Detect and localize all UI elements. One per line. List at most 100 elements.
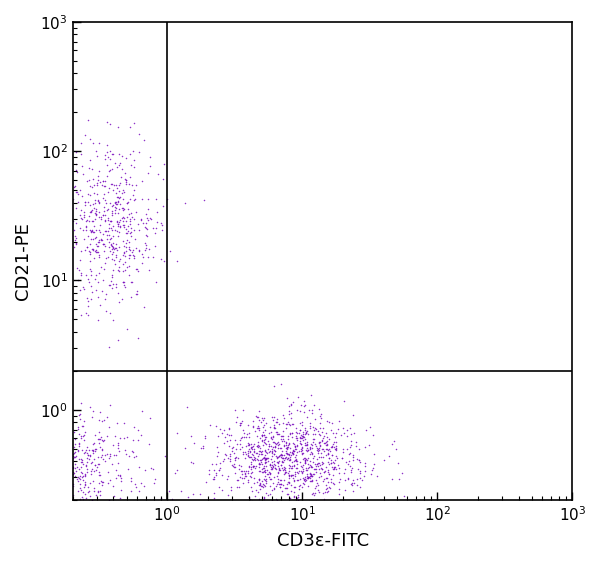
Point xyxy=(67,495,76,504)
Point xyxy=(250,478,259,487)
Point xyxy=(40,463,50,472)
Point xyxy=(76,138,86,147)
Point xyxy=(71,464,80,473)
Point xyxy=(77,310,86,319)
Point xyxy=(313,446,322,455)
Point xyxy=(30,450,40,459)
Point xyxy=(257,413,266,422)
Point xyxy=(260,421,269,430)
Point xyxy=(331,456,340,465)
Point xyxy=(317,464,327,473)
Point xyxy=(306,447,316,456)
Point xyxy=(38,511,47,520)
Point xyxy=(305,443,315,452)
Point xyxy=(139,482,149,491)
Point xyxy=(296,447,305,456)
Point xyxy=(83,482,93,491)
Point xyxy=(128,212,137,221)
Point xyxy=(88,440,98,449)
Point xyxy=(83,296,93,305)
Point xyxy=(62,475,72,484)
Point xyxy=(247,454,257,463)
Point xyxy=(283,432,293,441)
Point xyxy=(248,442,257,451)
Point xyxy=(125,215,134,224)
Point xyxy=(95,470,104,479)
Point xyxy=(13,487,22,496)
Point xyxy=(100,210,110,219)
Point xyxy=(21,444,31,453)
Point xyxy=(113,470,123,479)
Point xyxy=(302,445,311,454)
Point xyxy=(86,206,96,215)
Point xyxy=(295,406,305,415)
Point xyxy=(116,505,126,514)
Point xyxy=(269,423,278,432)
Point xyxy=(86,190,95,199)
Point xyxy=(107,179,117,188)
Point xyxy=(121,168,130,177)
Point xyxy=(222,474,232,483)
Point xyxy=(300,459,310,468)
Point xyxy=(110,205,120,214)
Point xyxy=(94,212,104,221)
Point xyxy=(106,240,116,249)
Point xyxy=(284,439,294,448)
Point xyxy=(289,448,298,457)
Point xyxy=(47,470,57,479)
Point xyxy=(266,442,275,451)
Point xyxy=(56,451,66,460)
Point xyxy=(262,477,271,486)
Point xyxy=(14,455,23,464)
Point xyxy=(199,195,209,204)
Point xyxy=(301,440,311,449)
Point xyxy=(86,234,96,243)
Point xyxy=(43,465,52,474)
Point xyxy=(349,500,358,509)
Point xyxy=(121,179,131,188)
Point xyxy=(315,469,325,478)
Point xyxy=(348,476,358,485)
Point xyxy=(47,444,57,453)
Point xyxy=(103,468,113,477)
Point xyxy=(104,223,114,232)
Point xyxy=(369,460,379,469)
Point xyxy=(287,461,296,470)
Point xyxy=(349,479,358,488)
Point xyxy=(65,462,74,472)
Point xyxy=(298,482,307,491)
Point xyxy=(284,464,293,473)
Point xyxy=(322,433,332,442)
Point xyxy=(243,440,253,450)
Point xyxy=(266,474,275,483)
Point xyxy=(126,227,136,236)
Point xyxy=(209,488,219,497)
Point xyxy=(61,465,70,474)
Point xyxy=(307,476,316,485)
Point xyxy=(319,434,328,443)
Point xyxy=(338,424,348,433)
Point xyxy=(239,433,248,442)
Point xyxy=(331,446,340,455)
Point xyxy=(227,443,237,452)
Point xyxy=(46,460,56,469)
Point xyxy=(71,460,80,469)
Point xyxy=(238,447,248,456)
Point xyxy=(93,452,103,461)
Point xyxy=(102,148,112,157)
Point xyxy=(79,235,89,244)
Point xyxy=(243,438,253,447)
Point xyxy=(112,216,122,225)
Point xyxy=(112,183,122,192)
Point xyxy=(222,437,232,446)
Point xyxy=(109,149,118,158)
Point xyxy=(298,465,308,474)
Point xyxy=(53,436,63,445)
Point xyxy=(127,223,136,232)
Point xyxy=(332,454,342,463)
Point xyxy=(270,424,280,433)
Point xyxy=(124,250,133,259)
Point xyxy=(98,180,107,190)
Point xyxy=(243,451,253,460)
Point xyxy=(255,444,265,453)
